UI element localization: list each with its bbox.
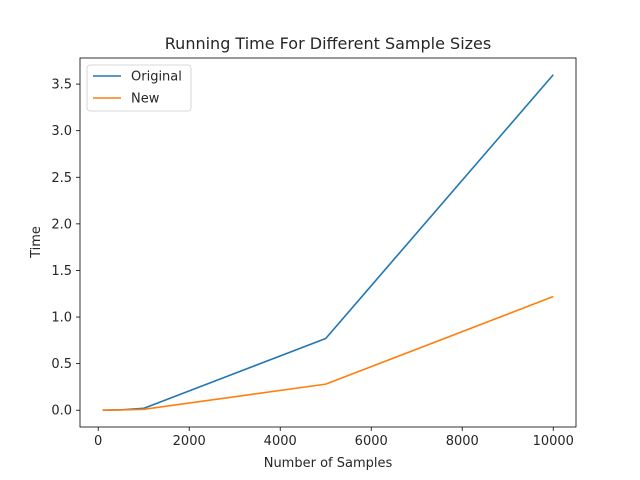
x-tick-label: 4000 bbox=[264, 434, 297, 449]
y-tick-label: 0.5 bbox=[51, 357, 72, 372]
x-tick-label: 6000 bbox=[355, 434, 388, 449]
series-line-new bbox=[102, 295, 554, 412]
x-axis-label: Number of Samples bbox=[264, 456, 393, 471]
axes-frame bbox=[79, 57, 577, 428]
x-tick-label: 10000 bbox=[533, 434, 574, 449]
series-line-original bbox=[102, 74, 554, 412]
y-tick-label: 1.5 bbox=[51, 264, 72, 279]
legend-label-original: Original bbox=[131, 70, 182, 85]
y-tick-label: 2.0 bbox=[51, 217, 72, 232]
y-tick-label: 3.5 bbox=[51, 78, 72, 93]
y-tick-label: 3.0 bbox=[51, 124, 72, 139]
legend: Original New bbox=[86, 64, 192, 112]
y-tick-label: 1.0 bbox=[51, 311, 72, 326]
y-axis-label: Time bbox=[29, 226, 44, 259]
x-tick-label: 8000 bbox=[446, 434, 479, 449]
x-tick-label: 2000 bbox=[173, 434, 206, 449]
series-layer bbox=[102, 74, 554, 412]
chart-title: Running Time For Different Sample Sizes bbox=[165, 34, 491, 53]
y-tick-label: 2.5 bbox=[51, 171, 72, 186]
y-tick-label: 0.0 bbox=[51, 404, 72, 419]
legend-label-new: New bbox=[131, 92, 160, 107]
ticks-layer: 0 2000 4000 6000 8000 10000 0.0 0.5 1.0 1.5 2.0 2.5… bbox=[51, 78, 574, 449]
x-tick-label: 0 bbox=[94, 434, 102, 449]
